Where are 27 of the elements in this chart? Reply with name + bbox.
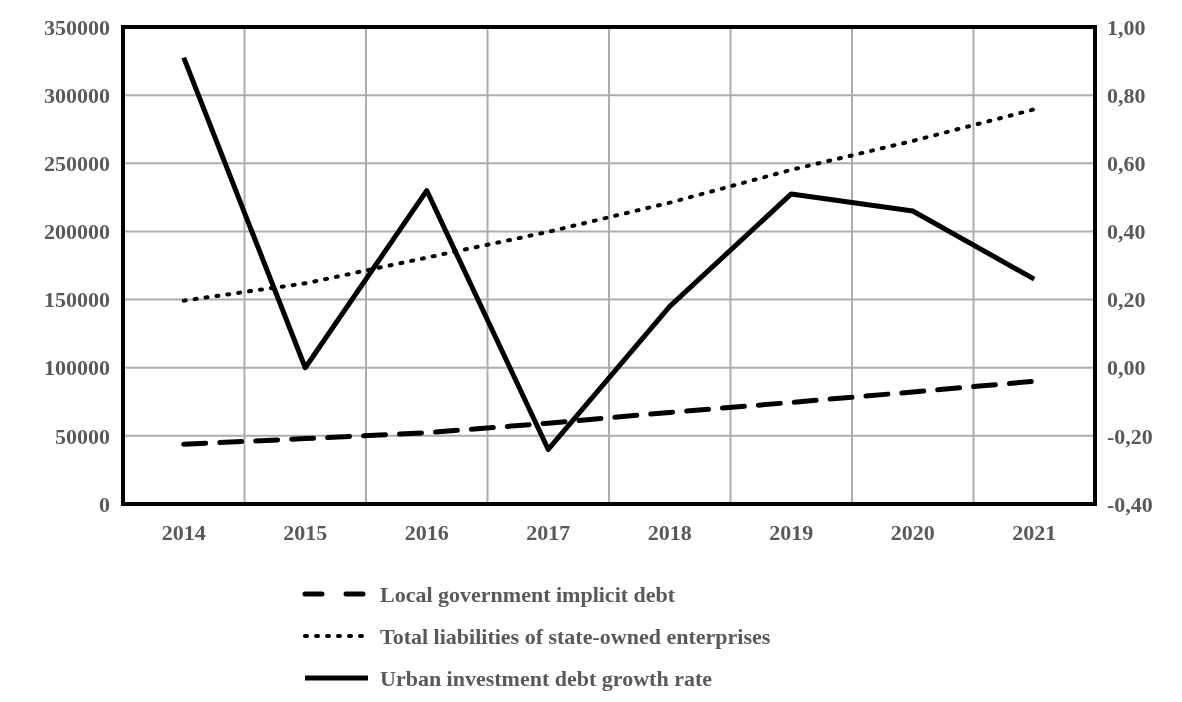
y2-tick-label: 0,20 <box>1107 287 1146 313</box>
legend-label: Urban investment debt growth rate <box>380 665 713 691</box>
x-tick-label: 2014 <box>161 520 206 545</box>
y-tick-label: 100000 <box>44 355 110 381</box>
x-tick-label: 2016 <box>404 520 449 545</box>
y2-tick-label: -0,20 <box>1107 423 1153 449</box>
x-tick-label: 2017 <box>526 520 571 545</box>
y2-tick-label: 0,00 <box>1107 355 1146 381</box>
y2-tick-label: 0,80 <box>1107 82 1146 108</box>
y-tick-label: 200000 <box>44 219 110 245</box>
y-tick-label: 350000 <box>44 14 110 40</box>
y-tick-label: 250000 <box>44 150 110 176</box>
y-tick-label: 0 <box>99 491 110 517</box>
y-tick-label: 300000 <box>44 82 110 108</box>
y2-tick-label: 0,40 <box>1107 219 1146 245</box>
y-tick-label: 50000 <box>55 423 110 449</box>
x-tick-label: 2019 <box>769 520 814 545</box>
x-tick-label: 2020 <box>890 520 935 545</box>
y2-tick-label: -0,40 <box>1107 491 1153 517</box>
y2-tick-label: 0,60 <box>1107 150 1146 176</box>
y2-tick-label: 1,00 <box>1107 14 1146 40</box>
legend-label: Total liabilities of state-owned enterprises <box>380 623 771 649</box>
y-tick-label: 150000 <box>44 287 110 313</box>
x-tick-label: 2021 <box>1012 520 1057 545</box>
x-tick-label: 2015 <box>283 520 328 545</box>
x-tick-label: 2018 <box>647 520 692 545</box>
legend-label: Local government implicit debt <box>380 581 676 607</box>
